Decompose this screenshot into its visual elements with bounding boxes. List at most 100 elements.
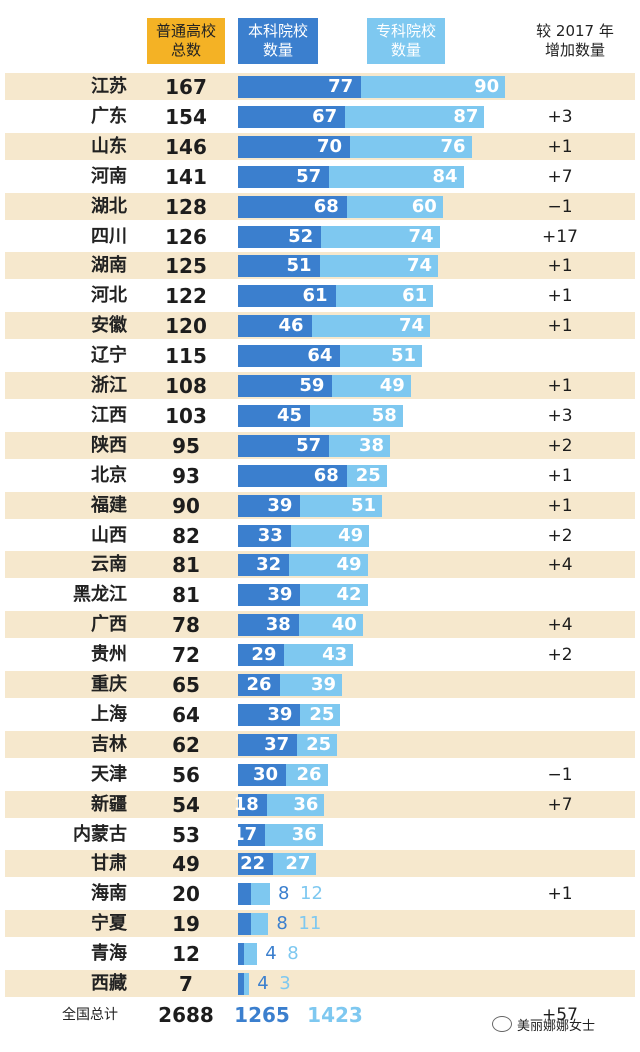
bar-zhuan-label: 3 bbox=[279, 973, 291, 994]
bar-ben-label: 8 bbox=[276, 913, 288, 935]
header-increase: 较 2017 年 增加数量 bbox=[520, 18, 630, 64]
province-label: 新疆 bbox=[91, 793, 127, 815]
province-label: 西藏 bbox=[91, 973, 127, 994]
bar-ben bbox=[238, 973, 245, 995]
province-label: 海南 bbox=[91, 883, 127, 905]
header-total: 普通高校 总数 bbox=[147, 18, 225, 64]
bar-zhuan bbox=[345, 105, 485, 128]
table-row: 广东 154 67 87 +3 bbox=[0, 102, 640, 132]
province-label: 北京 bbox=[91, 464, 127, 486]
province-label: 辽宁 bbox=[91, 345, 127, 367]
table-row: 安徽 120 46 74 +1 bbox=[0, 311, 640, 341]
bar-zhuan bbox=[290, 524, 370, 547]
bar-ben bbox=[238, 703, 301, 726]
header-total-label: 普通高校 总数 bbox=[155, 22, 216, 59]
footer-label: 全国总计 bbox=[62, 1007, 118, 1023]
increase-value: −1 bbox=[547, 764, 573, 785]
increase-value: +2 bbox=[547, 525, 573, 546]
header-ben: 本科院校 数量 bbox=[238, 18, 318, 64]
bar-zhuan-label: 36 bbox=[291, 823, 317, 845]
total-value: 81 bbox=[172, 583, 200, 608]
increase-value: +1 bbox=[547, 376, 573, 396]
increase-value: +1 bbox=[547, 136, 573, 157]
increase-value: +2 bbox=[547, 645, 573, 666]
bar-ben-label: 70 bbox=[316, 135, 342, 157]
total-value: 126 bbox=[165, 224, 207, 249]
province-label: 内蒙古 bbox=[73, 823, 127, 845]
bar-zhuan-label: 43 bbox=[322, 644, 348, 666]
increase-value: +3 bbox=[547, 405, 573, 426]
total-value: 62 bbox=[172, 732, 200, 757]
increase-value: +2 bbox=[547, 435, 573, 456]
bar-ben bbox=[238, 823, 266, 846]
province-label: 广东 bbox=[91, 105, 127, 127]
bar-ben-label: 46 bbox=[278, 315, 304, 337]
bar-zhuan bbox=[310, 404, 403, 427]
total-value: 82 bbox=[172, 523, 200, 548]
bar-zhuan bbox=[250, 883, 270, 906]
table-row: 新疆 54 18 36 +7 bbox=[0, 790, 640, 820]
bar-zhuan-label: 25 bbox=[306, 733, 332, 755]
bar-ben bbox=[238, 105, 346, 128]
bar-zhuan bbox=[298, 614, 363, 637]
total-value: 53 bbox=[172, 822, 200, 847]
total-value: 95 bbox=[172, 433, 200, 458]
table-row: 重庆 65 26 39 bbox=[0, 670, 640, 700]
bar-zhuan-label: 25 bbox=[355, 464, 381, 486]
bar-ben-label: 38 bbox=[265, 614, 291, 636]
total-value: 81 bbox=[172, 553, 200, 578]
bar-zhuan bbox=[273, 853, 317, 876]
bar-zhuan-label: 84 bbox=[432, 165, 458, 187]
bar-ben-label: 45 bbox=[276, 404, 302, 426]
bar-zhuan-label: 87 bbox=[453, 105, 479, 127]
province-label: 福建 bbox=[91, 494, 127, 516]
total-value: 125 bbox=[165, 254, 207, 279]
footer-total: 2688 bbox=[158, 1003, 214, 1027]
province-label: 重庆 bbox=[91, 674, 127, 695]
bar-zhuan-label: 26 bbox=[296, 763, 322, 785]
table-row: 福建 90 39 51 +1 bbox=[0, 491, 640, 521]
bar-zhuan bbox=[350, 135, 472, 158]
bar-zhuan-label: 49 bbox=[336, 554, 362, 576]
bar-ben-label: 68 bbox=[313, 195, 339, 217]
bar-ben-label: 51 bbox=[286, 255, 312, 277]
province-label: 湖南 bbox=[91, 255, 127, 277]
bar-ben-label: 77 bbox=[328, 76, 354, 97]
footer-increase: +57 bbox=[542, 1005, 578, 1025]
bar-ben-label: 22 bbox=[240, 853, 266, 875]
bar-zhuan bbox=[321, 225, 440, 248]
bar-zhuan-label: 74 bbox=[398, 315, 424, 337]
bar-ben-label: 57 bbox=[296, 434, 322, 456]
bar-ben-label: 33 bbox=[257, 524, 283, 546]
province-label: 贵州 bbox=[91, 644, 127, 666]
bar-zhuan bbox=[329, 434, 390, 457]
bar-ben bbox=[238, 763, 286, 786]
bar-ben bbox=[238, 255, 320, 278]
total-value: 128 bbox=[165, 194, 207, 219]
table-row: 黑龙江 81 39 42 bbox=[0, 580, 640, 610]
header-zhuan: 专科院校 数量 bbox=[367, 18, 445, 64]
total-value: 72 bbox=[172, 643, 200, 668]
province-label: 甘肃 bbox=[91, 853, 127, 875]
province-label: 宁夏 bbox=[91, 913, 127, 935]
bar-ben-label: 67 bbox=[312, 105, 338, 127]
watermark: 美丽娜娜女士 bbox=[492, 1012, 632, 1036]
total-value: 120 bbox=[165, 314, 207, 339]
bar-ben bbox=[238, 434, 330, 457]
header-zhuan-label: 专科院校 数量 bbox=[375, 22, 436, 59]
province-label: 广西 bbox=[91, 614, 127, 636]
total-value: 56 bbox=[172, 762, 200, 787]
province-label: 河北 bbox=[91, 285, 127, 307]
bar-ben-label: 17 bbox=[232, 823, 258, 845]
table-row: 湖南 125 51 74 +1 bbox=[0, 251, 640, 281]
increase-value: +1 bbox=[547, 884, 573, 905]
bar-zhuan-label: 38 bbox=[358, 434, 384, 456]
bar-ben-label: 37 bbox=[264, 733, 290, 755]
bar-zhuan bbox=[244, 943, 258, 966]
bar-ben-label: 52 bbox=[288, 225, 314, 247]
bar-zhuan-label: 61 bbox=[402, 285, 428, 307]
bar-zhuan bbox=[279, 674, 342, 696]
province-label: 青海 bbox=[91, 943, 127, 965]
bar-zhuan-label: 76 bbox=[440, 135, 466, 157]
increase-value: +4 bbox=[547, 615, 573, 636]
